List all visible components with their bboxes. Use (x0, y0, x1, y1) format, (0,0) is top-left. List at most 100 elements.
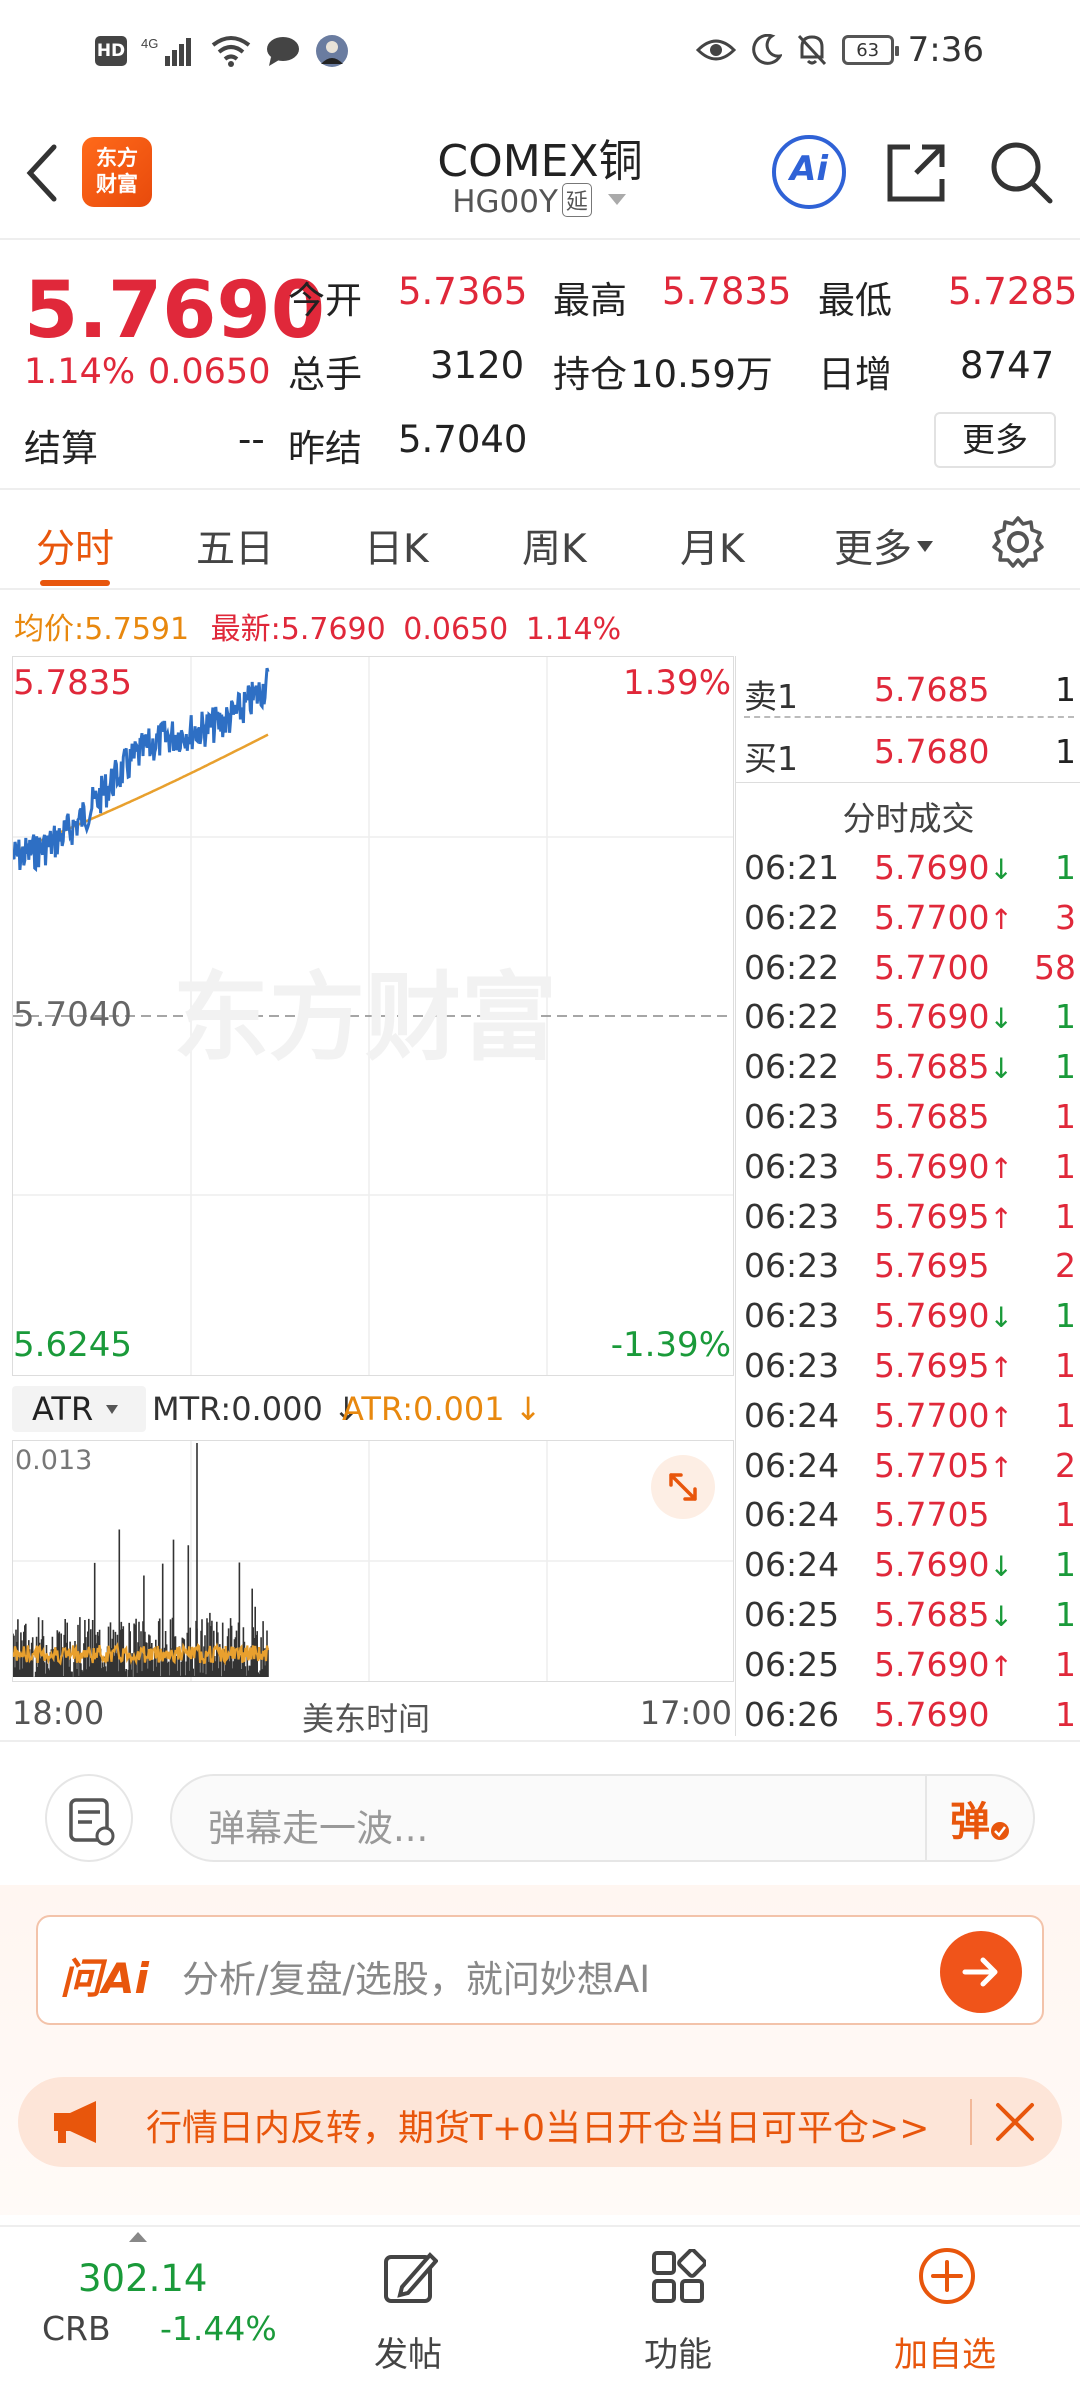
chevron-down-icon (607, 194, 626, 205)
notice-divider (970, 2099, 972, 2145)
trade-volume: 2 (1055, 1445, 1076, 1485)
danmu-button[interactable]: 弹 (925, 1776, 1033, 1860)
trade-time: 06:22 (744, 997, 840, 1037)
trade-volume: 1 (1055, 1595, 1076, 1634)
caret-up-icon (129, 2232, 147, 2242)
arrow-down-icon: ↓ (989, 1301, 1013, 1335)
trade-volume: 1 (1055, 1495, 1076, 1535)
tab-five-day[interactable]: 五日 (196, 527, 275, 572)
notice-text: 行情日内反转，期货T+0当日开仓当日可平仓>> (146, 2108, 930, 2149)
arrow-up-icon: ↑ (989, 902, 1013, 936)
trade-time: 06:22 (744, 1047, 840, 1087)
atr-chart-svg (11, 1441, 733, 1681)
expand-button[interactable] (651, 1455, 715, 1519)
more-button[interactable]: 更多 (934, 412, 1056, 468)
trade-volume: 2 (1055, 1246, 1076, 1286)
megaphone-icon (54, 2101, 96, 2143)
active-tab-indicator (40, 580, 110, 586)
hd-icon: HD (95, 36, 127, 66)
indicator-selector[interactable]: ATR (12, 1386, 146, 1432)
trade-price: 5.7695 (874, 1246, 990, 1286)
crb-label: CRB (42, 2309, 111, 2348)
trade-volume: 1 (1055, 1545, 1076, 1585)
trade-row: 06:26 5.7690 1 (744, 1694, 1076, 1745)
tab-weekly-k[interactable]: 周K (522, 527, 587, 572)
trade-volume: 1 (1055, 1296, 1076, 1336)
battery-icon: 63 (841, 35, 899, 65)
volume-value: 3120 (430, 344, 525, 387)
close-icon[interactable] (994, 2101, 1036, 2143)
open-interest-label: 持仓 (553, 353, 627, 396)
back-icon[interactable] (22, 143, 62, 203)
arrow-up-icon: ↑ (989, 1351, 1013, 1384)
danmu-input[interactable]: 弹幕走一波... 弹 (170, 1774, 1035, 1862)
tab-daily-k[interactable]: 日K (364, 527, 429, 572)
trade-price: 5.7690↓ (874, 1296, 1013, 1336)
time-axis-start: 18:00 (12, 1694, 105, 1732)
trade-row: 06:23 5.7695↑ 1 (744, 1197, 1076, 1247)
eye-icon (695, 39, 736, 61)
intraday-chart-svg: 东方财富 (13, 657, 733, 1375)
trade-time: 06:21 (744, 848, 840, 887)
trade-volume: 1 (1055, 1047, 1076, 1087)
ai-button[interactable]: Ai (772, 135, 846, 209)
ai-go-button[interactable] (940, 1931, 1022, 2013)
caret-down-icon (106, 1405, 119, 1414)
search-icon[interactable] (988, 139, 1054, 205)
ai-ask-box[interactable]: 问Ai 分析/复盘/选股，就问妙想AI (36, 1915, 1044, 2025)
trade-volume: 1 (1055, 848, 1076, 887)
share-icon[interactable] (884, 141, 948, 205)
trade-price: 5.7700↑ (874, 897, 1013, 937)
trade-time: 06:23 (744, 1296, 840, 1336)
trade-volume: 1 (1055, 1346, 1076, 1385)
trade-row: 06:23 5.7695↑ 1 (744, 1346, 1076, 1396)
gear-icon[interactable] (990, 514, 1046, 570)
ai-ask-label: 问Ai (60, 1954, 149, 2003)
trade-row: 06:21 5.7690↓ 1 (744, 848, 1076, 898)
comment-bar: 弹幕走一波... 弹 (0, 1740, 1080, 1885)
time-axis: 18:00 美东时间 17:00 (12, 1690, 734, 1738)
instrument-code[interactable]: HG00Y 延 (0, 183, 1080, 220)
trade-price: 5.7700 (874, 947, 990, 987)
trade-volume: 1 (1055, 1694, 1076, 1734)
signal-icon: 4G (141, 36, 191, 66)
trade-time: 06:23 (744, 1346, 840, 1385)
trade-row: 06:22 5.7700 58 (744, 947, 1076, 998)
tab-intraday[interactable]: 分时 (36, 527, 115, 572)
moon-icon (751, 34, 782, 65)
trade-price: 5.7690↓ (874, 997, 1013, 1037)
trade-row: 06:24 5.7705↑ 2 (744, 1445, 1076, 1496)
trade-volume: 3 (1055, 897, 1076, 937)
average-line-legend: 均价:5.7591 最新:5.7690 0.0650 1.14% (14, 612, 622, 647)
last-price: 5.7690 (24, 266, 325, 356)
function-button[interactable]: 功能 (644, 2335, 712, 2375)
prev-settle-label: 昨结 (288, 427, 362, 470)
chart-tabs: 分时 五日 日K 周K 月K 更多 (0, 490, 1080, 590)
edit-icon[interactable] (382, 2249, 438, 2309)
trade-volume: 1 (1055, 1644, 1076, 1684)
plus-circle-icon[interactable] (918, 2247, 976, 2305)
post-button[interactable]: 发帖 (374, 2335, 442, 2375)
grid-icon[interactable] (650, 2249, 706, 2305)
trade-row: 06:25 5.7685↓ 1 (744, 1595, 1076, 1645)
atr-chart[interactable]: 0.013 (11, 1440, 734, 1682)
notice-banner[interactable]: 行情日内反转，期货T+0当日开仓当日可平仓>> (18, 2077, 1062, 2167)
trade-time: 06:24 (744, 1495, 840, 1535)
tab-more[interactable]: 更多 (834, 518, 934, 574)
order-book: 卖1 5.7685 1 买1 5.7680 1 分时成交 06:21 5.7690… (735, 656, 1080, 1736)
bottom-nav: 302.14 CRB -1.44% 发帖 功能 加自选 (0, 2225, 1080, 2400)
open-value: 5.7365 (398, 270, 528, 313)
trade-row: 06:22 5.7685↓ 1 (744, 1047, 1076, 1097)
arrow-down-icon: ↓ (989, 1550, 1013, 1584)
app-header: 东方 财富 COMEX铜 HG00Y 延 Ai (0, 105, 1080, 240)
trade-time: 06:24 (744, 1545, 840, 1585)
danmu-toggle[interactable] (45, 1774, 133, 1862)
trade-row: 06:24 5.7700↑ 1 (744, 1396, 1076, 1446)
trade-row: 06:24 5.7705 1 (744, 1495, 1076, 1545)
trade-time: 06:23 (744, 1097, 840, 1136)
add-watchlist-button[interactable]: 加自选 (894, 2335, 996, 2375)
trade-price: 5.7705↑ (874, 1445, 1013, 1485)
tab-monthly-k[interactable]: 月K (680, 527, 745, 572)
trade-time: 06:23 (744, 1246, 840, 1286)
intraday-chart[interactable]: 东方财富 5.7835 1.39% 5.7040 5.6245 -1.39% (12, 656, 734, 1376)
